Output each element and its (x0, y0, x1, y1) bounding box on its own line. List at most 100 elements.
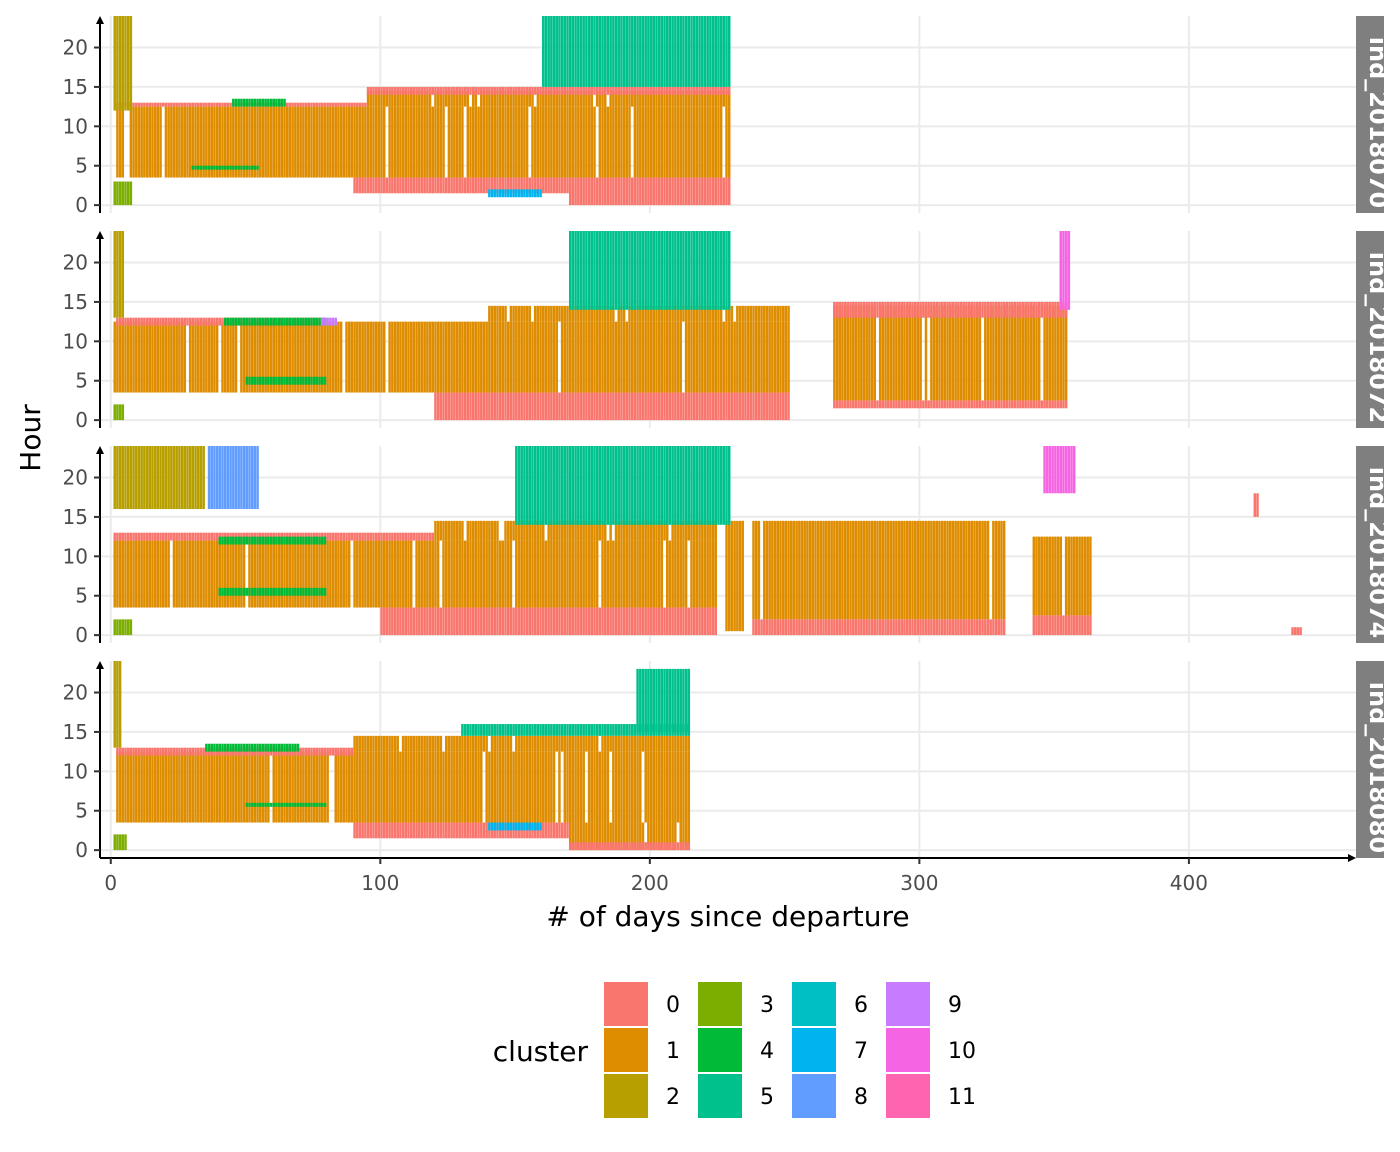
data-tile (916, 400, 920, 409)
data-tile (210, 321, 213, 393)
data-tile (660, 520, 664, 541)
cluster-block (380, 607, 717, 636)
data-tile (579, 321, 583, 393)
data-tile (172, 540, 176, 608)
data-tile (989, 400, 992, 409)
data-tile (1054, 446, 1057, 494)
data-tile (229, 321, 232, 393)
data-tile (582, 520, 585, 541)
data-tile (275, 802, 278, 807)
data-tile (143, 102, 146, 107)
data-tile (294, 317, 297, 326)
data-tile (272, 751, 275, 823)
data-tile (237, 106, 240, 178)
data-tile (523, 607, 526, 636)
data-tile (401, 607, 405, 636)
data-tile (517, 607, 521, 636)
data-tile (143, 532, 146, 541)
data-tile (498, 189, 502, 198)
data-tile (957, 301, 960, 318)
data-tile (312, 751, 316, 823)
y-axis-arrow (96, 446, 104, 454)
data-tile (121, 619, 125, 636)
data-tile (1037, 305, 1041, 401)
data-tile (571, 86, 575, 95)
data-tile (539, 86, 542, 95)
data-tile (701, 86, 704, 95)
data-tile (647, 16, 650, 87)
data-tile (738, 305, 742, 322)
data-tile (234, 536, 238, 545)
data-tile (321, 747, 324, 756)
data-tile (234, 98, 238, 107)
data-tile (644, 735, 647, 752)
data-tile (975, 520, 979, 620)
data-tile (218, 106, 222, 178)
data-tile (536, 106, 540, 178)
data-tile (873, 619, 877, 636)
data-tile (771, 392, 774, 421)
data-tile (525, 177, 529, 194)
data-tile (132, 102, 135, 107)
data-tile (242, 317, 246, 326)
data-tile (126, 751, 130, 823)
legend-swatch (604, 982, 648, 1026)
data-tile (644, 177, 647, 206)
data-tile (889, 400, 893, 409)
data-tile (264, 743, 267, 752)
data-tile (612, 724, 615, 736)
data-tile (261, 98, 265, 107)
data-tile (374, 86, 378, 95)
data-tile (1046, 301, 1049, 318)
data-tile (671, 231, 674, 310)
data-tile (374, 735, 378, 752)
data-tile (606, 735, 610, 752)
data-tile (148, 747, 151, 756)
data-tile (399, 822, 402, 839)
data-tile (598, 177, 602, 206)
data-tile (221, 751, 224, 823)
data-tile (881, 305, 885, 401)
data-tile (1000, 520, 1003, 620)
data-tile (671, 751, 674, 823)
data-tile (547, 321, 550, 393)
data-tile (959, 301, 963, 318)
data-tile (717, 177, 720, 206)
data-tile (307, 106, 311, 178)
data-tile (202, 540, 205, 608)
data-tile (666, 16, 669, 87)
data-tile (445, 607, 448, 636)
cluster-block (752, 520, 1006, 620)
data-tile (644, 842, 647, 851)
data-tile (277, 321, 281, 393)
data-tile (679, 822, 682, 851)
data-tile (318, 747, 321, 756)
data-tile (663, 751, 666, 823)
data-tile (307, 540, 311, 608)
data-tile (310, 102, 313, 107)
legend-swatch (698, 982, 742, 1026)
data-tile (229, 587, 232, 596)
data-tile (531, 735, 534, 752)
data-tile (614, 86, 618, 95)
data-tile (312, 106, 316, 178)
data-tile (275, 106, 278, 178)
data-tile (261, 743, 265, 752)
data-tile (245, 446, 249, 510)
data-tile (1048, 446, 1052, 494)
data-tile (951, 400, 955, 409)
data-tile (261, 802, 265, 807)
data-tile (1016, 305, 1019, 401)
data-tile (539, 751, 542, 823)
data-tile (490, 177, 494, 194)
data-tile (609, 177, 612, 206)
data-tile (547, 540, 550, 608)
data-tile (781, 305, 785, 322)
facet-strip (1356, 16, 1384, 213)
data-tile (461, 177, 464, 194)
data-tile (515, 106, 518, 178)
data-tile (552, 177, 556, 194)
data-tile (420, 607, 424, 636)
data-tile (210, 540, 213, 608)
data-tile (822, 619, 825, 636)
